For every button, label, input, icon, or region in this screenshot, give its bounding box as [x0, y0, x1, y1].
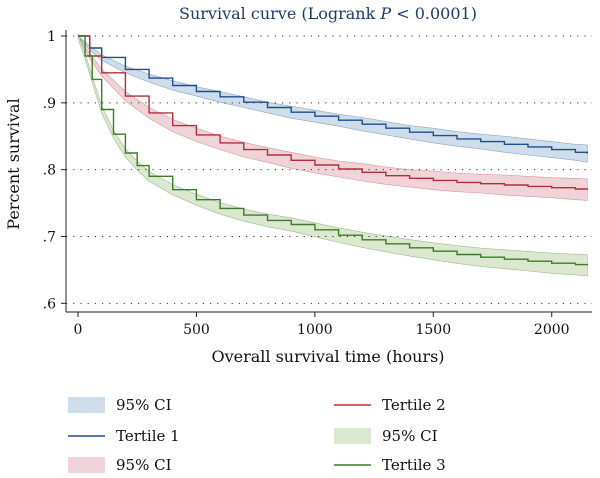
survival-lines — [78, 35, 588, 266]
y-tick-label-4: .6 — [43, 296, 56, 312]
ci-band-1 — [77, 35, 588, 163]
x-tick-label-1: 500 — [183, 322, 210, 338]
chart-title-prefix: Survival curve (Logrank — [179, 4, 380, 23]
legend-left-label-2: 95% CI — [116, 456, 172, 474]
ci-band-3 — [77, 33, 588, 277]
chart-title-suffix: < 0.0001) — [391, 4, 477, 23]
chart-title-p: P — [379, 4, 391, 23]
x-tick-label-0: 0 — [74, 322, 83, 338]
x-axis-label: Overall survival time (hours) — [211, 347, 444, 366]
legend-right-label-2: Tertile 3 — [382, 456, 446, 474]
y-tick-label-2: .8 — [43, 163, 56, 179]
chart-title: Survival curve (Logrank P < 0.0001) — [179, 4, 477, 23]
y-tick-label-1: .9 — [43, 96, 56, 112]
legend-right-label-0: Tertile 2 — [382, 396, 446, 414]
legend-left-key-0 — [68, 397, 105, 413]
survival-line-tertile-2 — [78, 35, 588, 190]
y-tick-label-3: .7 — [43, 229, 56, 245]
legend-left-label-1: Tertile 1 — [116, 427, 180, 445]
x-tick-label-2: 1000 — [297, 322, 333, 338]
x-tick-label-4: 2000 — [534, 322, 570, 338]
legend-left-key-2 — [68, 457, 105, 473]
survival-line-tertile-3 — [78, 35, 588, 266]
survival-line-tertile-1 — [78, 35, 588, 154]
legend-left-label-0: 95% CI — [116, 396, 172, 414]
y-axis-label: Percent survival — [4, 98, 23, 229]
axes: 1 .9 .8 .7 .6 0 500 1000 1500 2000 — [43, 29, 592, 338]
ci-bands — [77, 33, 588, 277]
legend: 95% CI Tertile 1 95% CI Tertile 2 95% CI Tert… — [68, 396, 446, 474]
legend-right-key-1 — [334, 428, 371, 444]
legend-right-label-1: 95% CI — [382, 427, 438, 445]
y-tick-label-0: 1 — [47, 29, 56, 45]
x-tick-label-3: 1500 — [415, 322, 451, 338]
